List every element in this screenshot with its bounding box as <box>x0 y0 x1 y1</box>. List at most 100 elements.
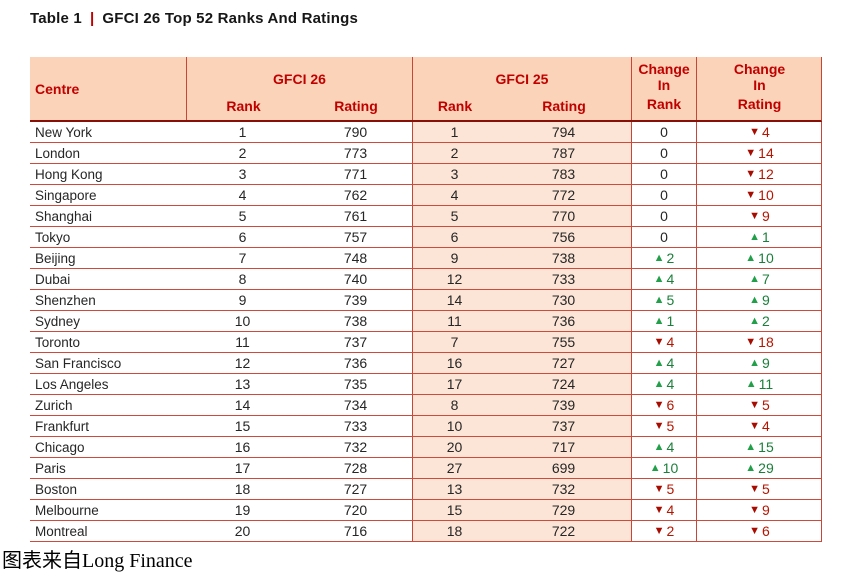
cell-change-in-rating: ▼ 4 <box>696 122 822 142</box>
cell-change-in-rank: 0 <box>631 185 696 205</box>
cell-gfci25-rating: 787 <box>496 143 631 163</box>
down-triangle-icon: ▼ <box>749 482 761 495</box>
cell-gfci26-rank: 8 <box>238 271 247 287</box>
cell-gfci26-rank: 1 <box>238 124 247 140</box>
cell-change-in-rating: ▼ 10 <box>696 185 822 205</box>
cell-gfci25-rank: 10 <box>412 416 496 436</box>
cell-gfci25-rank: 18 <box>412 521 496 541</box>
down-triangle-icon: ▼ <box>653 524 665 537</box>
cell-change-in-rating: ▲ 9 <box>696 353 822 373</box>
cell-gfci25-rating: 722 <box>496 521 631 541</box>
cell-change-in-rating: ▲ 11 <box>696 374 822 394</box>
down-triangle-icon: ▼ <box>749 398 761 411</box>
cell-centre: San Francisco <box>35 355 122 371</box>
change-value: 4 <box>666 271 675 287</box>
cell-gfci25-rating: 729 <box>496 500 631 520</box>
down-triangle-icon: ▼ <box>745 146 757 159</box>
change-value: 5 <box>762 397 770 413</box>
down-triangle-icon: ▼ <box>749 209 761 222</box>
cell-gfci26-rank: 3 <box>238 166 247 182</box>
header-group-gfci25: GFCI 25 Rank Rating <box>412 57 631 120</box>
cell-gfci26-rank: 4 <box>238 187 247 203</box>
cell-gfci26-rating: 740 <box>343 271 368 287</box>
change-value: 14 <box>758 145 774 161</box>
cell-gfci26-rating: 716 <box>343 523 368 539</box>
up-triangle-icon: ▲ <box>749 356 761 369</box>
up-triangle-icon: ▲ <box>745 440 757 453</box>
cell-centre: Montreal <box>35 523 88 539</box>
cell-gfci25-rating: 717 <box>496 437 631 457</box>
cell-change-in-rating: ▼ 14 <box>696 143 822 163</box>
down-triangle-icon: ▼ <box>653 503 665 516</box>
up-triangle-icon: ▲ <box>749 314 761 327</box>
cell-centre: Beijing <box>35 250 76 266</box>
cell-change-in-rank: ▲ 4 <box>631 269 696 289</box>
down-triangle-icon: ▼ <box>653 398 665 411</box>
change-value: 1 <box>762 229 770 245</box>
cell-gfci25-rating: 724 <box>496 374 631 394</box>
up-triangle-icon: ▲ <box>653 314 665 327</box>
cell-gfci25-rank: 17 <box>412 374 496 394</box>
cell-gfci26-rating: 773 <box>343 145 368 161</box>
cell-gfci26-rating: 733 <box>343 418 368 434</box>
title-separator-bar: | <box>89 10 95 27</box>
table-row: Shanghai 5 761 5 770 0 ▼ 9 <box>30 206 822 227</box>
change-value: 9 <box>762 292 770 308</box>
cell-change-in-rank: ▼ 4 <box>631 500 696 520</box>
header-centre: Centre <box>35 80 80 97</box>
change-value: 4 <box>762 418 770 434</box>
cell-gfci26-rank: 13 <box>234 376 251 392</box>
cell-gfci25-rank: 3 <box>412 164 496 184</box>
cell-gfci26-rank: 20 <box>234 523 251 539</box>
cell-gfci26-rating: 727 <box>343 481 368 497</box>
change-value: 12 <box>758 166 774 182</box>
cell-gfci25-rating: 733 <box>496 269 631 289</box>
change-value: 4 <box>666 334 675 350</box>
cell-change-in-rating: ▲ 10 <box>696 248 822 268</box>
down-triangle-icon: ▼ <box>653 419 665 432</box>
cell-gfci26-rank: 9 <box>238 292 247 308</box>
cell-change-in-rating: ▲ 9 <box>696 290 822 310</box>
header-gfci25-rank: Rank <box>437 98 473 114</box>
cell-change-in-rank: ▼ 6 <box>631 395 696 415</box>
change-zero-value: 0 <box>660 229 668 245</box>
change-value: 29 <box>758 460 774 476</box>
cell-centre: Dubai <box>35 271 71 287</box>
cell-gfci25-rank: 4 <box>412 185 496 205</box>
cell-gfci25-rank: 2 <box>412 143 496 163</box>
cell-gfci25-rating: 737 <box>496 416 631 436</box>
cell-gfci26-rank: 18 <box>234 481 251 497</box>
cell-change-in-rating: ▲ 2 <box>696 311 822 331</box>
up-triangle-icon: ▲ <box>749 272 761 285</box>
table-row: Paris 17 728 27 699 ▲ 10 ▲ 29 <box>30 458 822 479</box>
up-triangle-icon: ▲ <box>749 293 761 306</box>
cell-gfci26-rank: 12 <box>234 355 251 371</box>
cell-change-in-rank: ▲ 10 <box>631 458 696 478</box>
cell-change-in-rank: ▲ 1 <box>631 311 696 331</box>
cell-gfci26-rating: 720 <box>343 502 368 518</box>
up-triangle-icon: ▲ <box>649 461 661 474</box>
cell-centre: Toronto <box>35 334 81 350</box>
change-zero-value: 0 <box>660 187 668 203</box>
down-triangle-icon: ▼ <box>653 335 665 348</box>
cell-gfci25-rating: 699 <box>496 458 631 478</box>
cell-gfci26-rating: 736 <box>343 355 368 371</box>
table-row: New York 1 790 1 794 0 ▼ 4 <box>30 122 822 143</box>
cell-change-in-rank: ▲ 4 <box>631 374 696 394</box>
up-triangle-icon: ▲ <box>653 272 665 285</box>
header-change-in-rating: Change In Rating <box>696 57 822 120</box>
cell-centre: Hong Kong <box>35 166 103 182</box>
cell-centre: Melbourne <box>35 502 99 518</box>
cell-change-in-rank: 0 <box>631 143 696 163</box>
table-row: Boston 18 727 13 732 ▼ 5 ▼ 5 <box>30 479 822 500</box>
cell-gfci26-rating: 728 <box>343 460 368 476</box>
table-row: Tokyo 6 757 6 756 0 ▲ 1 <box>30 227 822 248</box>
cell-gfci25-rank: 6 <box>412 227 496 247</box>
change-value: 2 <box>666 250 675 266</box>
cell-gfci26-rating: 737 <box>343 334 368 350</box>
up-triangle-icon: ▲ <box>745 461 757 474</box>
table-row: Zurich 14 734 8 739 ▼ 6 ▼ 5 <box>30 395 822 416</box>
change-value: 10 <box>758 187 774 203</box>
cell-change-in-rank: 0 <box>631 227 696 247</box>
cell-gfci25-rank: 1 <box>412 122 496 142</box>
